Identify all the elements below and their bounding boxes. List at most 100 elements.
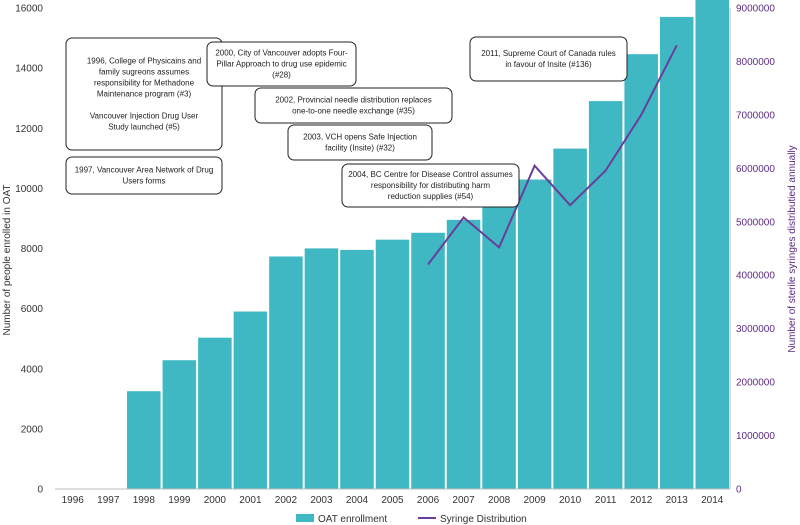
x-tick-label: 2012: [630, 495, 653, 506]
x-tick-label: 2010: [559, 495, 582, 506]
x-tick-label: 1999: [168, 495, 191, 506]
bar: [197, 336, 233, 490]
annotation-line: family sugreons assumes: [99, 68, 189, 77]
legend: OAT enrollment Syringe Distribution: [296, 514, 527, 525]
annotation-line: Maintenance program (#3): [97, 90, 192, 99]
y-right-tick-label: 7000000: [736, 110, 775, 121]
legend-swatch-oat: [296, 514, 314, 522]
annotation-box: [469, 36, 628, 82]
bar: [232, 310, 269, 490]
annotation-line: one-to-one needle exchange (#35): [292, 107, 415, 116]
annotation-box: [206, 41, 357, 87]
x-tick-label: 1997: [97, 495, 120, 506]
x-tick-label: 2011: [595, 495, 617, 506]
bar-series: [126, 0, 731, 490]
annotation-line: 2011, Supreme Court of Canada rules: [481, 49, 616, 58]
annotation-line: reduction supplies (#54): [388, 192, 474, 201]
y-right-tick-label: 5000000: [736, 217, 775, 228]
y-right-tick-label: 9000000: [736, 4, 775, 15]
annotation-2002: 2002, Provincial needle distribution rep…: [254, 87, 453, 124]
bar: [658, 15, 695, 490]
bar: [339, 248, 375, 490]
x-tick-label: 1998: [133, 495, 156, 506]
annotation-1996: 1996, College of Physicains and family su…: [65, 37, 223, 151]
annotation-line: Study launched (#5): [108, 123, 180, 132]
bar: [410, 231, 446, 490]
bar: [374, 238, 411, 490]
bar: [126, 390, 162, 490]
x-tick-label: 1996: [62, 495, 85, 506]
bar: [623, 53, 659, 490]
x-tick-label: 2009: [523, 495, 546, 506]
annotation-line: responsibility for Methadone: [94, 79, 195, 88]
x-tick-label: 2013: [666, 495, 689, 506]
y-tick-label: 10000: [15, 184, 43, 195]
bar: [552, 147, 588, 490]
annotation-box: [254, 87, 453, 124]
y-right-tick-label: 3000000: [736, 324, 775, 335]
y-right-tick-label: 8000000: [736, 57, 775, 68]
bar: [694, 0, 731, 490]
y-right-tick-label: 0: [736, 485, 742, 496]
bar: [481, 204, 517, 490]
y-tick-label: 4000: [21, 364, 44, 375]
y-tick-label: 12000: [15, 124, 43, 135]
annotation-2000: 2000, City of Vancouver adopts Four- Pill…: [206, 41, 357, 87]
y-right-tick-label: 4000000: [736, 271, 775, 282]
legend-label-syringe: Syringe Distribution: [440, 514, 527, 525]
y-axis-title: Number of people enrolled in OAT: [2, 184, 13, 335]
annotation-line: 1997, Vancouver Area Network of Drug: [75, 166, 214, 175]
annotation-line: responsibility for distributing harm: [371, 181, 490, 190]
y-axis-right-title: Number of sterile syringes distributied …: [787, 145, 798, 352]
annotation-line: 2004, BC Centre for Disease Control assu…: [348, 170, 513, 179]
x-tick-label: 2002: [275, 495, 298, 506]
x-tick-label: 2008: [488, 495, 511, 506]
annotation-line: in favour of Insite (#136): [505, 60, 592, 69]
x-tick-label: 2000: [204, 495, 227, 506]
y-right-tick-label: 2000000: [736, 378, 775, 389]
x-tick-label: 2004: [346, 495, 369, 506]
bar: [303, 247, 340, 490]
y-tick-label: 8000: [21, 244, 44, 255]
annotations: 1996, College of Physicains and family su…: [65, 36, 628, 208]
annotation-box: [287, 124, 433, 161]
legend-label-oat: OAT enrollment: [318, 514, 387, 525]
y-tick-label: 14000: [15, 64, 43, 75]
annotation-line: facility (Insite) (#32): [325, 144, 395, 153]
annotation-2004: 2004, BC Centre for Disease Control assu…: [341, 163, 520, 208]
bar: [161, 359, 198, 490]
bar: [268, 255, 304, 490]
annotation-box: [65, 37, 223, 151]
y-tick-label: 6000: [21, 304, 44, 315]
x-tick-label: 2005: [381, 495, 404, 506]
syringe-line: [427, 44, 678, 266]
bar: [445, 218, 482, 490]
annotation-line: 2000, City of Vancouver adopts Four-: [215, 49, 348, 58]
annotation-line: (#28): [272, 71, 291, 80]
bar: [587, 100, 624, 490]
y-tick-label: 0: [37, 485, 43, 496]
annotation-box: [341, 163, 520, 208]
x-tick-label: 2007: [452, 495, 475, 506]
annotation-line: 2002, Provincial needle distribution rep…: [275, 96, 432, 105]
y-tick-label: 16000: [15, 4, 43, 15]
y-right-tick-label: 6000000: [736, 164, 775, 175]
annotation-line: Vancouver Injection Drug User: [90, 112, 199, 121]
x-tick-label: 2003: [310, 495, 333, 506]
annotation-line: Users forms: [122, 177, 165, 186]
y-tick-label: 2000: [21, 424, 44, 435]
annotation-2003: 2003, VCH opens Safe Injection facility (…: [287, 124, 433, 161]
x-tick-label: 2014: [701, 495, 724, 506]
line-series: [427, 44, 678, 266]
y-right-tick-label: 1000000: [736, 431, 775, 442]
annotation-box: [65, 156, 223, 195]
annotation-line: 1996, College of Physicains and: [87, 57, 201, 66]
axes: 0 2000 4000 6000 8000 10000 12000 14000 16000 0 10…: [15, 4, 775, 507]
annotation-line: Pillar Approach to drug use epidemic: [216, 60, 346, 69]
x-tick-label: 2001: [239, 495, 262, 506]
annotation-1997: 1997, Vancouver Area Network of Drug User…: [65, 156, 223, 195]
annotation-line: 2003, VCH opens Safe Injection: [303, 133, 417, 142]
bar: [516, 178, 553, 490]
x-tick-label: 2006: [417, 495, 440, 506]
